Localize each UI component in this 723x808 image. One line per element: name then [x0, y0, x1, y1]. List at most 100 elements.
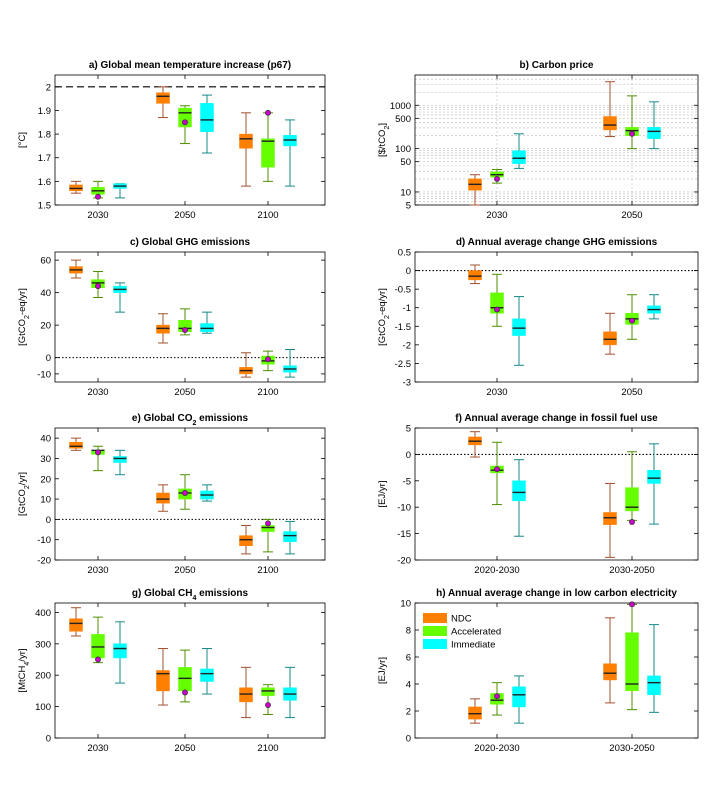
legend-swatch — [423, 613, 447, 623]
box-immediate — [200, 648, 214, 695]
plot-frame — [54, 602, 326, 739]
box-ndc — [468, 431, 482, 458]
y-tick-label: 0 — [406, 266, 411, 277]
plot-frame — [54, 74, 326, 206]
box-body — [261, 138, 275, 168]
box-immediate — [647, 443, 661, 525]
y-axis-label: [EJ/yr] — [377, 657, 388, 684]
y-tick-label: -0.5 — [395, 285, 411, 296]
box-body — [512, 318, 526, 336]
box-accelerated — [490, 273, 504, 327]
y-tick-label: 6 — [406, 653, 411, 664]
box-ndc — [239, 112, 253, 187]
box-accelerated — [490, 682, 504, 716]
box-ndc — [239, 352, 253, 378]
y-tick-label: 10 — [400, 187, 411, 198]
panel-title: f) Annual average change in fossil fuel … — [455, 413, 658, 424]
plot-frame — [414, 74, 699, 206]
panel-g: g) Global CH4 emissions 0 100 200 300 400 [MtC… — [17, 588, 326, 754]
box-accelerated — [178, 474, 192, 510]
box-body — [69, 618, 83, 632]
y-tick-label: 0 — [46, 734, 51, 745]
marker-point — [629, 601, 635, 608]
x-tick-label: 2030-2050 — [609, 565, 654, 576]
box-accelerated — [625, 601, 639, 711]
y-tick-label: 100 — [395, 144, 411, 155]
box-body — [603, 331, 617, 346]
y-tick-label: 500 — [395, 114, 411, 125]
box-ndc — [468, 698, 482, 724]
marker-point — [95, 283, 101, 290]
box-ndc — [156, 648, 170, 706]
box-accelerated — [178, 308, 192, 336]
plot-frame — [414, 602, 699, 739]
box-body — [512, 150, 526, 164]
box-immediate — [647, 294, 661, 320]
box-accelerated — [261, 684, 275, 715]
y-tick-label: -5 — [403, 476, 411, 487]
box-body — [625, 632, 639, 692]
x-tick-label: 2100 — [257, 210, 278, 221]
box-immediate — [200, 311, 214, 334]
box-body — [69, 441, 83, 449]
box-ndc — [156, 313, 170, 344]
legend-label: NDC — [451, 614, 472, 625]
box-ndc — [603, 617, 617, 704]
y-tick-label: -10 — [37, 369, 51, 380]
panel-title: e) Global CO2 emissions — [132, 413, 249, 427]
y-tick-label: 40 — [40, 288, 51, 299]
x-tick-label: 2100 — [257, 565, 278, 576]
y-tick-label: 1.9 — [38, 106, 51, 117]
y-tick-label: 400 — [35, 608, 51, 619]
box-immediate — [200, 484, 214, 502]
box-immediate — [512, 296, 526, 366]
plot-frame — [54, 251, 326, 383]
y-tick-label: 50 — [400, 157, 411, 168]
y-tick-label: -3 — [403, 378, 411, 389]
box-body — [113, 643, 127, 659]
marker-point — [629, 519, 635, 525]
y-axis-label: [MtCH4/yr] — [17, 648, 31, 692]
box-body — [156, 492, 170, 504]
y-tick-label: -10 — [37, 535, 51, 546]
box-immediate — [283, 119, 297, 187]
x-tick-label: 2030 — [87, 387, 108, 398]
x-tick-label: 2020-2030 — [474, 743, 519, 754]
box-accelerated — [91, 271, 105, 298]
plot-frame — [414, 427, 699, 561]
box-body — [647, 675, 661, 696]
box-immediate — [283, 666, 297, 719]
box-immediate — [200, 94, 214, 154]
marker-point — [494, 306, 500, 313]
x-tick-label: 2030 — [486, 210, 507, 221]
marker-point — [494, 175, 500, 182]
box-accelerated — [261, 350, 275, 372]
box-body — [647, 127, 661, 139]
x-tick-label: 2050 — [621, 210, 642, 221]
box-ndc — [468, 264, 482, 285]
box-body — [200, 668, 214, 682]
x-tick-label: 2050 — [621, 387, 642, 398]
panel-a: a) Global mean temperature increase (p67… — [17, 60, 326, 221]
y-tick-label: 300 — [35, 639, 51, 650]
box-body — [200, 103, 214, 132]
x-tick-label: 2030 — [486, 387, 507, 398]
box-body — [113, 456, 127, 463]
box-body — [200, 323, 214, 332]
box-immediate — [113, 449, 127, 476]
marker-point — [182, 327, 188, 333]
box-body — [239, 687, 253, 703]
y-tick-label: 40 — [40, 434, 51, 445]
panel-title: b) Carbon price — [520, 60, 594, 71]
y-axis-label: [EJ/yr] — [377, 481, 388, 508]
marker-point — [629, 130, 635, 137]
box-accelerated — [625, 294, 639, 340]
panel-h: h) Annual average change in low carbon e… — [377, 588, 699, 754]
marker-point — [265, 702, 271, 708]
box-accelerated — [261, 109, 275, 182]
y-tick-label: -20 — [397, 556, 411, 567]
box-ndc — [69, 259, 83, 279]
x-tick-label: 2050 — [174, 565, 195, 576]
y-tick-label: 10 — [400, 599, 411, 610]
box-body — [512, 686, 526, 708]
